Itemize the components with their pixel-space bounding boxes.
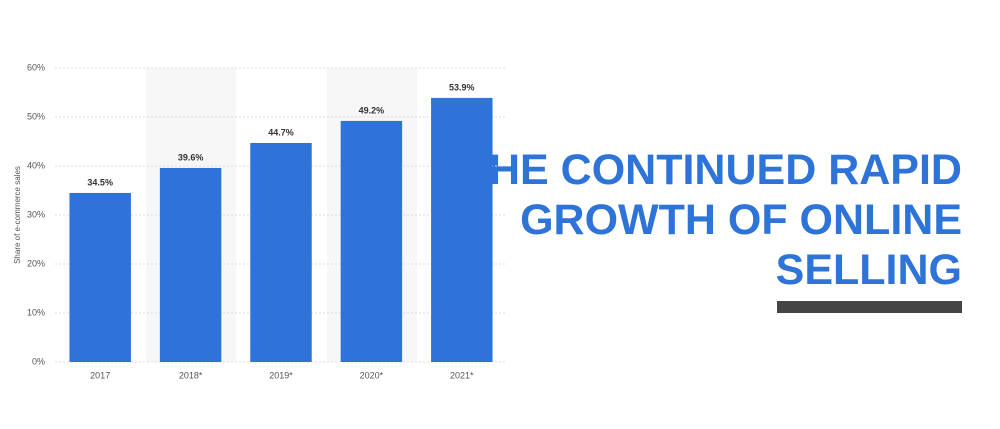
value-label: 39.6% [178, 152, 204, 162]
bar [340, 120, 403, 362]
x-tick-label: 2018* [179, 370, 203, 380]
value-label: 44.7% [268, 127, 294, 137]
y-tick-label: 0% [32, 356, 45, 366]
value-label: 53.9% [449, 82, 475, 92]
headline-line: SELLING [776, 246, 962, 294]
bar [431, 97, 493, 362]
x-tick-label: 2021* [450, 370, 474, 380]
x-tick-label: 2019* [269, 370, 293, 380]
bar [69, 192, 131, 362]
y-tick-label: 40% [27, 160, 45, 170]
value-label: 49.2% [359, 105, 385, 115]
y-tick-label: 20% [27, 258, 45, 268]
y-tick-label: 10% [27, 307, 45, 317]
y-tick-label: 30% [27, 209, 45, 219]
headline-line: GROWTH OF ONLINE [520, 196, 962, 244]
y-tick-label: 60% [27, 62, 45, 72]
x-tick-label: 2020* [360, 370, 384, 380]
headline-line: THE CONTINUED RAPID [463, 146, 962, 194]
y-axis-label: Share of e-commerce sales [13, 166, 22, 264]
underline-bar [777, 301, 962, 313]
y-tick-label: 50% [27, 111, 45, 121]
value-label: 34.5% [87, 177, 113, 187]
x-tick-label: 2017 [90, 370, 110, 380]
bar [159, 167, 222, 362]
bar [250, 142, 312, 362]
